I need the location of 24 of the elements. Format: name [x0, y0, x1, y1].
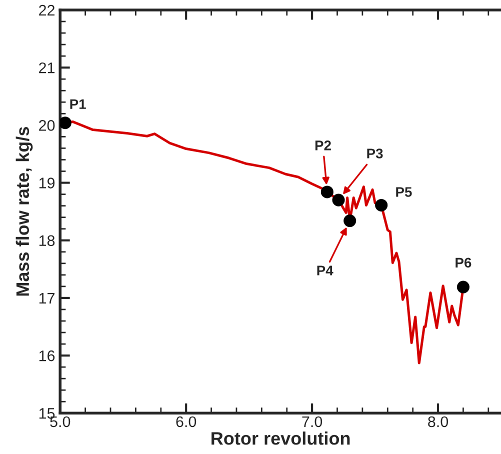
- y-tick-label: 18: [39, 235, 55, 246]
- x-tick-label: 7.0: [302, 416, 322, 428]
- y-axis-title: Mass flow rate, kg/s: [16, 127, 33, 296]
- annotation: P6: [456, 258, 472, 268]
- point: [320, 186, 334, 198]
- y-tick-label: 20: [39, 120, 55, 131]
- annotation: P3: [367, 148, 383, 158]
- point: [344, 214, 356, 228]
- y-tick-label: 19: [39, 178, 55, 188]
- annotation: P4: [317, 266, 334, 276]
- x-tick-label: 8.0: [428, 416, 448, 428]
- y-tick-label: 21: [39, 62, 55, 74]
- y-tick-label: 17: [39, 292, 54, 304]
- point: [456, 280, 470, 294]
- x-tick-label: 6.0: [176, 416, 196, 428]
- annotation: P1: [70, 99, 86, 109]
- point: [60, 116, 72, 130]
- annotation: P5: [396, 187, 412, 197]
- y-tick-label: 22: [39, 4, 54, 16]
- point: [375, 198, 388, 212]
- point: [332, 194, 345, 206]
- annotation: P2: [315, 140, 331, 150]
- y-tick-label: 16: [39, 350, 55, 362]
- x-axis-title: Rotor revolution: [212, 432, 350, 445]
